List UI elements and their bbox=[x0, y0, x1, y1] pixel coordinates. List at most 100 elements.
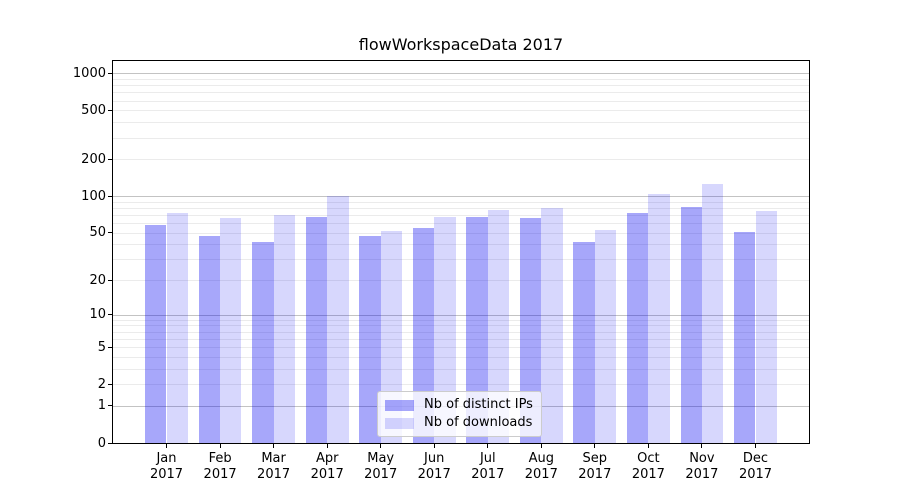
x-tick-label-mar: Mar 2017 bbox=[257, 451, 291, 482]
bar-may-downloads bbox=[380, 230, 403, 443]
x-tick-label-aug: Aug 2017 bbox=[524, 451, 558, 482]
x-tick-label-jan: Jan 2017 bbox=[149, 451, 184, 482]
x-tick-jan bbox=[166, 444, 167, 448]
minor-gridline-800 bbox=[113, 85, 809, 87]
y-tick-10 bbox=[108, 314, 113, 316]
x-tick-label-jul: Jul 2017 bbox=[471, 451, 505, 482]
bar-may-distinct-ips bbox=[359, 235, 381, 443]
legend-item-downloads: Nb of downloads bbox=[385, 415, 533, 431]
minor-gridline-30 bbox=[113, 259, 809, 261]
y-tick-label-2: 2 bbox=[97, 376, 106, 392]
bar-aug-distinct-ips bbox=[519, 218, 542, 443]
legend: Nb of distinct IPs Nb of downloads bbox=[377, 391, 542, 437]
x-tick-nov bbox=[701, 444, 703, 448]
major-gridline-1000 bbox=[113, 73, 809, 75]
y-tick-100 bbox=[108, 195, 113, 197]
y-tick-5 bbox=[108, 346, 113, 348]
y-tick-label-1000: 1000 bbox=[72, 65, 106, 81]
x-tick-may bbox=[380, 444, 382, 448]
x-tick-mar bbox=[273, 444, 275, 448]
y-tick-20 bbox=[108, 279, 113, 281]
x-tick-label-nov: Nov 2017 bbox=[685, 451, 719, 482]
x-tick-sep bbox=[594, 444, 596, 448]
minor-gridline-60 bbox=[113, 223, 809, 224]
minor-gridline-90 bbox=[113, 201, 809, 203]
bar-oct-distinct-ips bbox=[627, 212, 649, 443]
x-tick-label-jun: Jun 2017 bbox=[417, 451, 451, 482]
y-tick-2 bbox=[108, 383, 113, 385]
bar-mar-distinct-ips bbox=[252, 241, 274, 443]
minor-gridline-50 bbox=[113, 232, 809, 234]
major-gridline-10 bbox=[113, 314, 809, 316]
major-gridline-100 bbox=[113, 196, 809, 198]
y-tick-0 bbox=[108, 442, 113, 444]
x-tick-jun bbox=[433, 444, 435, 448]
minor-gridline-900 bbox=[113, 79, 809, 80]
minor-gridline-20 bbox=[113, 280, 809, 282]
y-tick-label-1: 1 bbox=[97, 398, 106, 414]
minor-gridline-600 bbox=[113, 100, 809, 102]
bar-nov-downloads bbox=[701, 184, 724, 443]
minor-gridline-4 bbox=[113, 356, 809, 358]
bar-jan-downloads bbox=[166, 213, 188, 443]
y-tick-label-50: 50 bbox=[89, 225, 106, 241]
x-tick-oct bbox=[647, 444, 649, 448]
bar-mar-downloads bbox=[273, 214, 295, 443]
bar-jul-downloads bbox=[487, 209, 510, 443]
bar-sep-distinct-ips bbox=[573, 241, 595, 443]
minor-gridline-40 bbox=[113, 244, 809, 246]
legend-swatch-downloads bbox=[385, 417, 414, 429]
legend-label-downloads: Nb of downloads bbox=[424, 415, 533, 430]
y-tick-label-0: 0 bbox=[97, 435, 106, 451]
minor-gridline-80 bbox=[113, 207, 809, 209]
bar-jun-distinct-ips bbox=[412, 227, 435, 443]
bar-nov-distinct-ips bbox=[680, 206, 702, 443]
y-tick-label-500: 500 bbox=[81, 102, 106, 118]
minor-gridline-300 bbox=[113, 137, 809, 139]
minor-gridline-700 bbox=[113, 92, 809, 94]
legend-swatch-distinct-ips bbox=[385, 399, 414, 411]
minor-gridline-400 bbox=[113, 122, 809, 124]
plot-area bbox=[112, 60, 810, 444]
y-tick-label-100: 100 bbox=[81, 188, 106, 204]
bar-jan-distinct-ips bbox=[145, 224, 167, 443]
y-tick-label-20: 20 bbox=[89, 272, 106, 288]
y-tick-50 bbox=[108, 232, 113, 234]
chart-title: flowWorkspaceData 2017 bbox=[358, 35, 564, 54]
minor-gridline-200 bbox=[113, 159, 809, 161]
y-tick-1 bbox=[108, 405, 113, 407]
bar-apr-distinct-ips bbox=[305, 217, 328, 443]
bar-dec-downloads bbox=[755, 210, 777, 443]
minor-gridline-6 bbox=[113, 338, 809, 340]
x-tick-label-apr: Apr 2017 bbox=[310, 451, 344, 482]
bar-jul-distinct-ips bbox=[466, 217, 488, 443]
minor-gridline-3 bbox=[113, 368, 809, 370]
bar-aug-downloads bbox=[541, 207, 563, 443]
minor-gridline-5 bbox=[113, 347, 809, 349]
x-tick-label-dec: Dec 2017 bbox=[738, 451, 773, 482]
bar-oct-downloads bbox=[648, 194, 670, 443]
bar-sep-downloads bbox=[594, 229, 617, 443]
minor-gridline-2 bbox=[113, 384, 809, 386]
x-tick-apr bbox=[326, 444, 328, 448]
x-tick-label-sep: Sep 2017 bbox=[578, 451, 612, 482]
minor-gridline-70 bbox=[113, 214, 809, 216]
y-tick-label-10: 10 bbox=[89, 307, 106, 323]
x-tick-label-oct: Oct 2017 bbox=[631, 451, 665, 482]
x-tick-dec bbox=[755, 444, 756, 448]
x-tick-aug bbox=[540, 444, 542, 448]
bar-dec-distinct-ips bbox=[734, 231, 756, 443]
y-tick-500 bbox=[108, 109, 113, 111]
x-tick-label-feb: Feb 2017 bbox=[203, 451, 237, 482]
x-tick-feb bbox=[219, 444, 221, 448]
y-tick-1000 bbox=[108, 72, 113, 74]
y-tick-200 bbox=[108, 158, 113, 160]
y-tick-label-200: 200 bbox=[81, 151, 106, 167]
y-tick-label-5: 5 bbox=[97, 339, 106, 355]
bar-apr-downloads bbox=[327, 196, 349, 443]
legend-item-distinct-ips: Nb of distinct IPs bbox=[385, 397, 533, 413]
minor-gridline-8 bbox=[113, 325, 809, 327]
bar-jun-downloads bbox=[434, 216, 456, 443]
bar-feb-distinct-ips bbox=[198, 235, 221, 443]
